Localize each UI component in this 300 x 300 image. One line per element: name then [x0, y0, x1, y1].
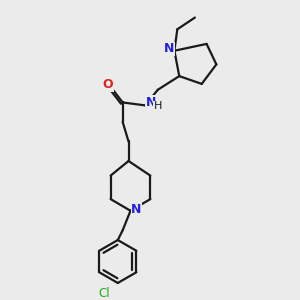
Text: H: H [154, 101, 162, 111]
Text: O: O [103, 78, 113, 92]
Text: Cl: Cl [98, 287, 110, 300]
Text: N: N [131, 203, 142, 216]
Text: N: N [164, 42, 175, 55]
Text: N: N [146, 96, 156, 109]
